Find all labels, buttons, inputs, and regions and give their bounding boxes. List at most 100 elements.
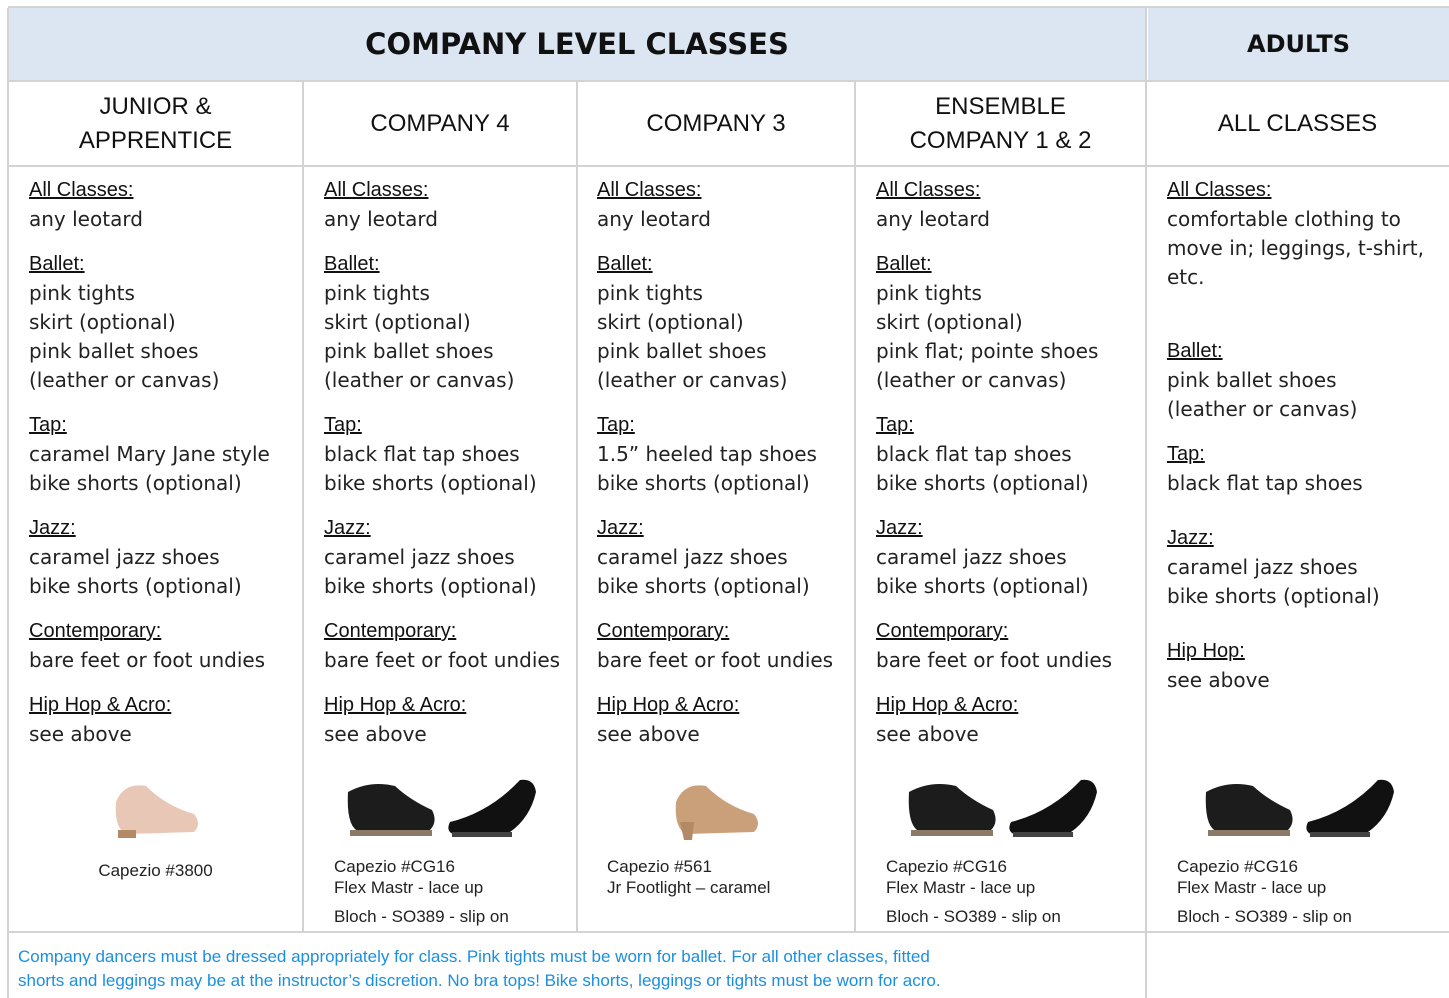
section: Jazz: caramel jazz shoes bike shorts (opti… [1167, 524, 1443, 611]
section-line: pink ballet shoes [597, 339, 767, 363]
adults-title: ADULTS [1148, 8, 1449, 80]
section-line: bike shorts (optional) [324, 574, 537, 598]
section-heading: Hip Hop & Acro: [597, 694, 740, 716]
caption-line: Jr Footlight – caramel [607, 878, 771, 897]
section: Tap: caramel Mary Jane style bike shorts (… [29, 411, 297, 498]
section-line: bike shorts (optional) [876, 574, 1089, 598]
section-line: black flat tap shoes [1167, 471, 1363, 495]
section-line: bike shorts (optional) [29, 574, 242, 598]
section: Ballet: pink tights skirt (optional) pink b… [29, 250, 297, 395]
section-line: caramel jazz shoes [597, 545, 788, 569]
section-heading: Contemporary: [876, 620, 1009, 642]
section-line: bare feet or foot undies [29, 648, 266, 672]
section-line: caramel jazz shoes [876, 545, 1067, 569]
section-line: skirt (optional) [324, 310, 471, 334]
footer-line: shorts and leggings may be at the instru… [18, 971, 941, 990]
section-line: (leather or canvas) [876, 368, 1067, 392]
section-heading: Tap: [324, 414, 362, 436]
caption-line: Flex Mastr - lace up [1177, 878, 1327, 897]
column-body: All Classes: any leotard Ballet: pink tight… [324, 176, 571, 765]
section-heading: Jazz: [324, 517, 371, 539]
section-line: bike shorts (optional) [597, 471, 810, 495]
shoe-image [1205, 779, 1394, 837]
shoe-caption: Capezio #CG16 Flex Mastr - lace up Bloch -… [334, 856, 509, 927]
section-heading: Contemporary: [597, 620, 730, 642]
caption-line: Capezio #3800 [98, 861, 213, 880]
section-line: black flat tap shoes [324, 442, 520, 466]
section-line: move in; leggings, t-shirt, [1167, 236, 1424, 260]
column-header-line: COMPANY 3 [646, 110, 786, 137]
section-line: comfortable clothing to [1167, 207, 1401, 231]
caption-line: Capezio #CG16 [334, 857, 455, 876]
section-line: any leotard [324, 207, 438, 231]
section-line: bike shorts (optional) [597, 574, 810, 598]
border [7, 8, 9, 998]
section-line: pink ballet shoes [29, 339, 199, 363]
section: All Classes: comfortable clothing to move … [1167, 176, 1443, 292]
border [8, 80, 1449, 82]
section: Hip Hop & Acro: see above [29, 691, 297, 749]
section: All Classes: any leotard [876, 176, 1140, 234]
shoe-caption: Capezio #CG16 Flex Mastr - lace up Bloch -… [1177, 856, 1352, 927]
section-line: bare feet or foot undies [597, 648, 834, 672]
section: Contemporary: bare feet or foot undies [324, 617, 571, 675]
section-line: skirt (optional) [876, 310, 1023, 334]
caption-line: Bloch - SO389 - slip on [886, 907, 1061, 926]
section-heading: All Classes: [324, 179, 429, 201]
shoe-caption: Capezio #561 Jr Footlight – caramel [607, 856, 770, 898]
section: All Classes: any leotard [597, 176, 849, 234]
section-line: see above [597, 722, 700, 746]
section: Tap: black flat tap shoes bike shorts (opt… [324, 411, 571, 498]
section: Hip Hop & Acro: see above [597, 691, 849, 749]
section-line: see above [324, 722, 427, 746]
section-title: COMPANY LEVEL CLASSES [8, 8, 1146, 80]
section: Ballet: pink tights skirt (optional) pink b… [597, 250, 849, 395]
section: Tap: black flat tap shoes [1167, 440, 1443, 498]
caption-line: Capezio #561 [607, 857, 712, 876]
border [8, 6, 1449, 8]
section-heading: All Classes: [29, 179, 134, 201]
section: All Classes: any leotard [324, 176, 571, 234]
section: Hip Hop & Acro: see above [876, 691, 1140, 749]
section-line: bike shorts (optional) [324, 471, 537, 495]
section-heading: Tap: [1167, 443, 1205, 465]
column-header: COMPANY 4 [303, 82, 577, 166]
section: Jazz: caramel jazz shoes bike shorts (opti… [324, 514, 571, 601]
section-heading: Ballet: [324, 253, 380, 275]
section: Ballet: pink ballet shoes (leather or canv… [1167, 337, 1443, 424]
shoe-image [347, 779, 536, 837]
footer-line: Company dancers must be dressed appropri… [18, 947, 930, 966]
section-line: caramel jazz shoes [29, 545, 220, 569]
section-line: bike shorts (optional) [29, 471, 242, 495]
footer-note: Company dancers must be dressed appropri… [18, 945, 1138, 993]
section-line: black flat tap shoes [876, 442, 1072, 466]
section-line: bike shorts (optional) [1167, 584, 1380, 608]
section-line: any leotard [876, 207, 990, 231]
caption-line: Flex Mastr - lace up [334, 878, 484, 897]
section-heading: Hip Hop & Acro: [876, 694, 1019, 716]
column-header: ENSEMBLE COMPANY 1 & 2 [855, 82, 1146, 166]
section-heading: Contemporary: [324, 620, 457, 642]
section-heading: Ballet: [597, 253, 653, 275]
section-line: any leotard [29, 207, 143, 231]
section-heading: All Classes: [597, 179, 702, 201]
shoe-image [675, 785, 758, 840]
section-line: bike shorts (optional) [876, 471, 1089, 495]
section: Tap: black flat tap shoes bike shorts (opt… [876, 411, 1140, 498]
section-line: 1.5” heeled tap shoes [597, 442, 817, 466]
caption-line: Capezio #CG16 [886, 857, 1007, 876]
section-heading: Tap: [29, 414, 67, 436]
section-heading: Ballet: [876, 253, 932, 275]
section-line: pink tights [597, 281, 703, 305]
section-heading: Hip Hop & Acro: [29, 694, 172, 716]
section-line: bare feet or foot undies [324, 648, 561, 672]
section-line: caramel jazz shoes [324, 545, 515, 569]
border [854, 80, 856, 932]
section-line: pink ballet shoes [1167, 368, 1337, 392]
section: Ballet: pink tights skirt (optional) pink f… [876, 250, 1140, 395]
section-heading: Tap: [597, 414, 635, 436]
section: Tap: 1.5” heeled tap shoes bike shorts (op… [597, 411, 849, 498]
section-line: pink flat; pointe shoes [876, 339, 1099, 363]
column-header: ALL CLASSES [1146, 82, 1449, 166]
caption-line: Flex Mastr - lace up [886, 878, 1036, 897]
